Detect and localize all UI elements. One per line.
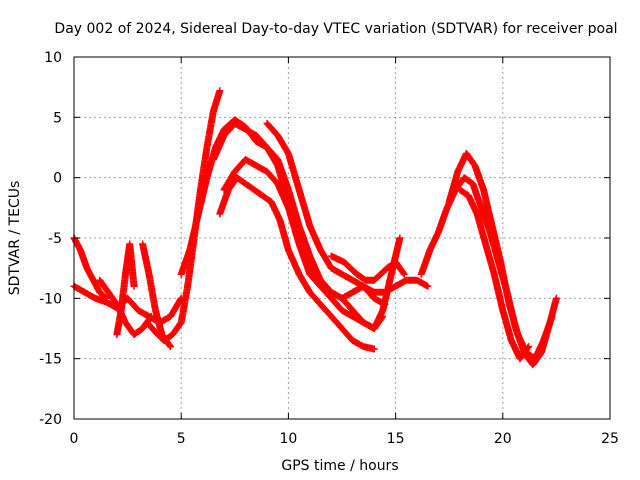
- y-tick-label: 0: [53, 171, 62, 187]
- data-point-markers: [327, 252, 408, 284]
- tick-layer: [73, 56, 611, 420]
- series-track-12: [327, 252, 408, 284]
- x-tick-label: 25: [601, 431, 619, 447]
- series-track-14: [445, 150, 556, 363]
- y-tick-label: -5: [48, 231, 62, 247]
- series-track-4: [113, 240, 138, 338]
- y-axis-label: SDTVAR / TECUs: [7, 181, 23, 296]
- x-tick-label: 20: [494, 431, 512, 447]
- series-track-2: [70, 234, 110, 302]
- y-tick-label: -10: [39, 291, 62, 307]
- y-tick-label: -20: [39, 412, 62, 428]
- x-tick-label: 5: [177, 431, 186, 447]
- data-point-markers: [70, 234, 110, 302]
- data-point-markers: [456, 186, 532, 363]
- data-point-markers: [216, 174, 378, 353]
- data-point-markers: [113, 240, 138, 338]
- x-tick-label: 15: [387, 431, 405, 447]
- y-tick-label: 10: [44, 50, 62, 66]
- series-track-11: [263, 119, 432, 296]
- x-axis-label: GPS time / hours: [281, 458, 398, 474]
- data-point-markers: [445, 150, 556, 363]
- series-layer: [70, 87, 560, 369]
- y-tick-label: 5: [53, 110, 62, 126]
- x-tick-label: 0: [70, 431, 79, 447]
- data-point-markers: [263, 119, 432, 296]
- y-tick-label: -15: [39, 352, 62, 368]
- series-track-15: [456, 186, 532, 363]
- series-track-9: [216, 174, 378, 353]
- x-tick-label: 10: [279, 431, 297, 447]
- label-layer: 0 5 10 15 20 25 -20 -15 -10 -5 0 5 10: [39, 50, 619, 447]
- chart-title: Day 002 of 2024, Sidereal Day-to-day VTE…: [54, 21, 617, 37]
